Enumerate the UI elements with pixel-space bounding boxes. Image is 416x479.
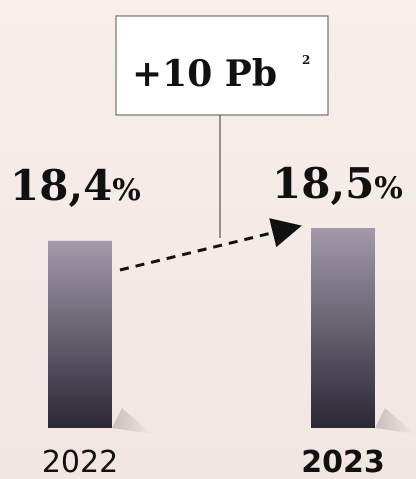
value-number-2022: 18,4 (10, 161, 112, 210)
svg-text:18,4%: 18,4% (10, 161, 141, 210)
category-label-2023: 2023 (301, 445, 385, 479)
category-label-2022: 2022 (42, 445, 118, 479)
bar-shadow-2022 (112, 408, 152, 434)
value-label-2022: 18,4% (10, 161, 141, 210)
value-number-2023: 18,5 (272, 159, 374, 208)
value-label-2023: 18,5% (272, 159, 403, 208)
bar-shadow-2023 (375, 408, 415, 434)
value-unit-2023: % (374, 171, 403, 206)
callout-text: +10 Pb (132, 53, 277, 95)
bar-2022 (48, 240, 112, 428)
bar-2023 (311, 228, 375, 428)
bars (48, 228, 415, 434)
callout-superscript: 2 (302, 53, 310, 67)
value-unit-2022: % (112, 173, 141, 208)
growth-arrow (119, 218, 302, 272)
svg-text:18,5%: 18,5% (272, 159, 403, 208)
callout: +10 Pb 2 (115, 15, 329, 238)
callout-box (115, 15, 329, 116)
